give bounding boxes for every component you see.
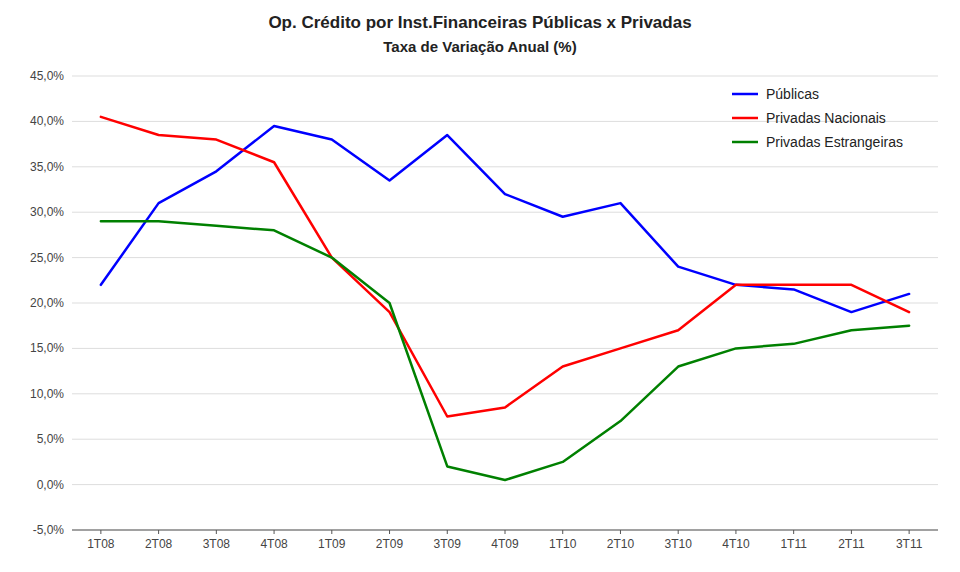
x-tick	[851, 530, 852, 534]
grid-line	[72, 212, 938, 213]
grid-line	[72, 76, 938, 77]
legend: Públicas Privadas Nacionais Privadas Estra…	[732, 86, 903, 150]
grid-line	[72, 303, 938, 304]
y-tick-label: 25,0%	[30, 251, 64, 265]
x-tick	[735, 530, 736, 534]
y-tick-label: -5,0%	[33, 523, 65, 537]
x-tick	[158, 530, 159, 534]
x-tick-label: 3T08	[203, 537, 231, 551]
x-tick-label: 1T09	[318, 537, 346, 551]
x-tick-label: 2T09	[376, 537, 404, 551]
x-tick-label: 3T11	[896, 537, 923, 551]
x-tick-label: 2T11	[838, 537, 865, 551]
x-tick	[678, 530, 679, 534]
x-tick	[331, 530, 332, 534]
y-tick-label: 45,0%	[30, 69, 64, 83]
legend-label: Privadas Estrangeiras	[766, 134, 903, 150]
grid-line	[72, 166, 938, 167]
chart: Op. Crédito por Inst.Financeiras Pública…	[0, 0, 960, 572]
axes: -5,0% 0,0% 5,0% 10,0% 15,0% 20,0% 25,0% 30,0% 35…	[30, 69, 938, 551]
x-tick	[793, 530, 794, 534]
y-tick-label: 10,0%	[30, 387, 64, 401]
x-tick	[447, 530, 448, 534]
x-tick-label: 1T10	[549, 537, 577, 551]
legend-swatch	[732, 141, 758, 144]
x-tick	[216, 530, 217, 534]
x-tick	[562, 530, 563, 534]
x-tick-label: 2T10	[607, 537, 635, 551]
x-tick	[100, 530, 101, 534]
grid-line	[72, 348, 938, 349]
series-line	[101, 117, 909, 417]
x-tick-label: 2T08	[145, 537, 173, 551]
x-tick	[274, 530, 275, 534]
grid-line	[72, 393, 938, 394]
x-tick-label: 3T10	[665, 537, 693, 551]
y-tick-label: 0,0%	[37, 478, 65, 492]
x-tick-label: 4T08	[260, 537, 288, 551]
y-tick-label: 20,0%	[30, 296, 64, 310]
legend-label: Privadas Nacionais	[766, 110, 886, 126]
x-tick	[389, 530, 390, 534]
series-lines	[101, 117, 909, 480]
x-tick	[909, 530, 910, 534]
x-tick	[505, 530, 506, 534]
x-tick-label: 1T11	[780, 537, 807, 551]
legend-swatch	[732, 117, 758, 120]
grid-line	[72, 484, 938, 485]
series-line	[101, 221, 909, 480]
grid-line	[72, 257, 938, 258]
y-tick-label: 15,0%	[30, 341, 64, 355]
y-tick-label: 35,0%	[30, 160, 64, 174]
subtitle: Taxa de Variação Anual (%)	[383, 38, 576, 55]
x-tick-label: 3T09	[434, 537, 462, 551]
x-tick-label: 4T10	[722, 537, 750, 551]
y-tick-label: 5,0%	[37, 432, 65, 446]
y-tick-label: 30,0%	[30, 205, 64, 219]
y-tick-label: 40,0%	[30, 114, 64, 128]
grid	[72, 76, 938, 530]
title: Op. Crédito por Inst.Financeiras Pública…	[268, 13, 691, 32]
grid-line	[72, 439, 938, 440]
legend-label: Públicas	[766, 86, 819, 102]
x-tick-label: 4T09	[491, 537, 519, 551]
x-tick-label: 1T08	[87, 537, 115, 551]
legend-swatch	[732, 93, 758, 96]
x-tick	[620, 530, 621, 534]
